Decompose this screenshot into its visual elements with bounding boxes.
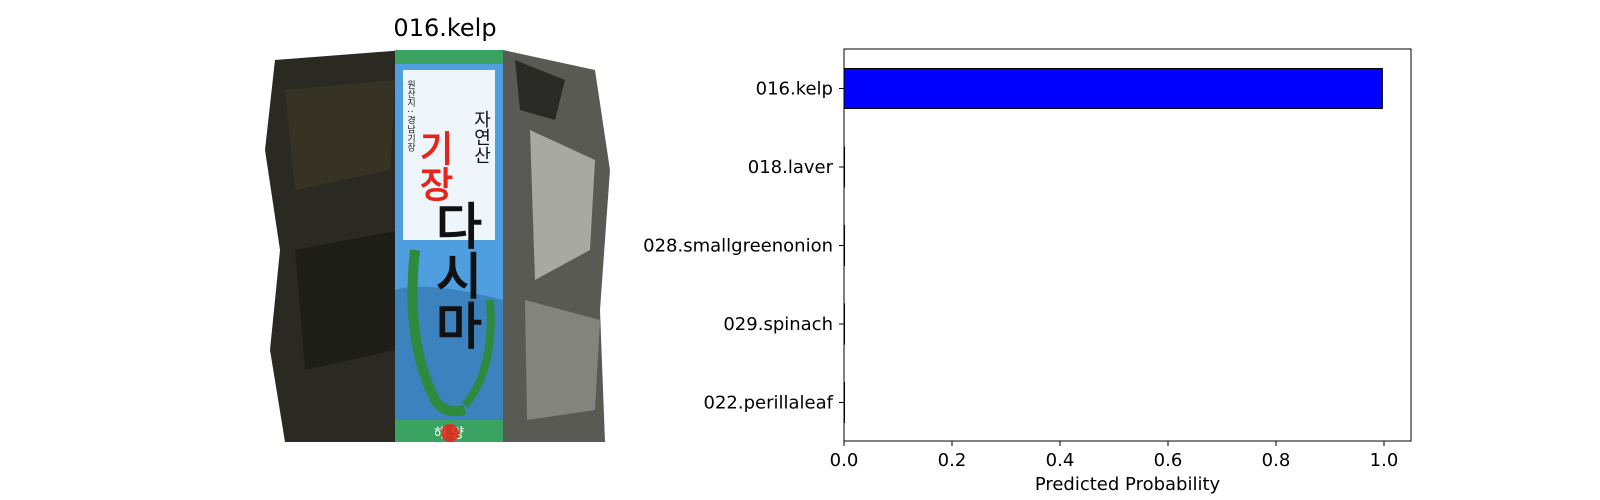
y-tick-label-0: 016.kelp: [756, 79, 833, 100]
y-tick-label-4: 022.perillaleaf: [704, 393, 834, 414]
plot-frame: [843, 48, 1412, 442]
x-tick-label-0: 0.0: [830, 450, 859, 471]
package-brand-text: 기장: [413, 130, 454, 202]
package-side-text: 원산지 : 경남기장: [405, 80, 415, 152]
y-tick-label-1: 018.laver: [748, 157, 834, 178]
x-axis-label: Predicted Probability: [1035, 474, 1221, 495]
x-tick-label-5: 1.0: [1370, 450, 1399, 471]
x-tick-label-4: 0.8: [1262, 450, 1291, 471]
package-product-text: 다시마: [426, 200, 484, 350]
bar-0: [843, 68, 1383, 109]
kelp-package-image: 기장 자연산 원산지 : 경남기장 다시마 해 양: [265, 50, 610, 442]
y-tick-label-2: 028.smallgreenonion: [643, 236, 833, 257]
x-tick-label-3: 0.6: [1154, 450, 1183, 471]
package-origin-text: 자연산: [471, 110, 492, 164]
image-title: 016.kelp: [393, 14, 497, 42]
y-tick-label-3: 029.spinach: [723, 314, 833, 335]
x-tick-label-2: 0.4: [1046, 450, 1075, 471]
x-tick-label-1: 0.2: [938, 450, 967, 471]
